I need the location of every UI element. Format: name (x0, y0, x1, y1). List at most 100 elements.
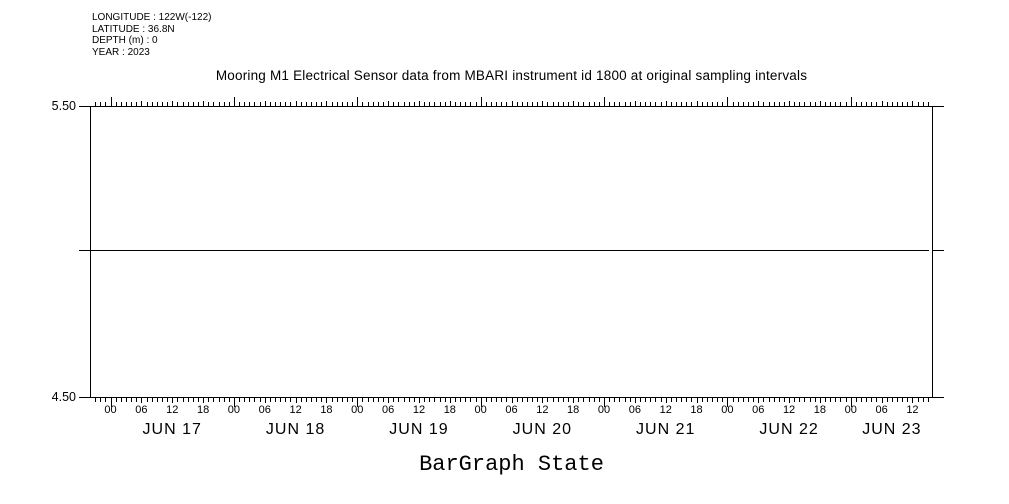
hour-tick (188, 398, 189, 402)
hour-tick-label: 06 (259, 404, 271, 416)
hour-tick-label: 12 (413, 404, 425, 416)
hour-tick (455, 398, 456, 402)
hour-tick (224, 102, 225, 106)
hour-tick (126, 398, 127, 402)
hour-tick (512, 398, 513, 403)
hour-tick (650, 102, 651, 106)
hour-tick (429, 398, 430, 402)
hour-tick (280, 398, 281, 402)
hour-tick (249, 102, 250, 106)
day-label: JUN 20 (513, 421, 572, 439)
hour-tick (553, 398, 554, 402)
hour-tick (517, 102, 518, 106)
hour-tick (332, 398, 333, 402)
hour-tick (332, 102, 333, 106)
hour-tick (265, 101, 266, 106)
hour-tick (337, 102, 338, 106)
hour-tick (352, 102, 353, 106)
hour-tick (455, 102, 456, 106)
hour-tick (671, 398, 672, 402)
hour-tick (717, 102, 718, 106)
hour-tick (208, 102, 209, 106)
hour-tick (830, 398, 831, 402)
hour-tick (815, 398, 816, 402)
hour-tick (661, 398, 662, 402)
hour-tick (229, 102, 230, 106)
hour-tick-label: 18 (690, 404, 702, 416)
x-axis-day-labels: JUN 17JUN 18JUN 19JUN 20JUN 21JUN 22JUN … (90, 421, 933, 440)
hour-tick (347, 398, 348, 402)
hour-tick (666, 101, 667, 106)
plot-area (90, 106, 933, 398)
hour-tick (219, 102, 220, 106)
hour-tick (645, 398, 646, 402)
hour-tick (465, 398, 466, 402)
hour-tick (254, 398, 255, 402)
hour-tick (347, 102, 348, 106)
hour-tick (404, 102, 405, 106)
hour-tick (830, 102, 831, 106)
hour-tick (666, 398, 667, 403)
hour-tick (763, 398, 764, 402)
hour-tick (614, 398, 615, 402)
hour-tick-label: 00 (598, 404, 610, 416)
y-tick-right-min (933, 397, 944, 398)
hour-tick (424, 398, 425, 402)
hour-tick (887, 398, 888, 402)
hour-tick (902, 102, 903, 106)
hour-tick (635, 101, 636, 106)
hour-tick (368, 102, 369, 106)
hour-tick (825, 398, 826, 402)
hour-tick (810, 398, 811, 402)
hour-tick (290, 102, 291, 106)
hour-tick (445, 102, 446, 106)
hour-tick (779, 398, 780, 402)
hour-tick (316, 102, 317, 106)
hour-tick-label: 18 (814, 404, 826, 416)
hour-tick (897, 398, 898, 402)
hour-tick (177, 398, 178, 402)
day-label: JUN 23 (862, 421, 921, 439)
hour-tick (707, 398, 708, 402)
hour-tick (414, 102, 415, 106)
hour-tick (589, 102, 590, 106)
hour-tick (522, 398, 523, 402)
hour-tick (393, 102, 394, 106)
hour-tick (404, 398, 405, 402)
hour-tick (702, 102, 703, 106)
hour-tick (789, 101, 790, 106)
hour-tick (260, 102, 261, 106)
hour-tick (378, 102, 379, 106)
hour-tick (512, 101, 513, 106)
hour-tick (219, 398, 220, 402)
hour-tick (306, 398, 307, 402)
hour-tick (861, 102, 862, 106)
hour-tick (738, 102, 739, 106)
y-axis-label-min: 4.50 (32, 390, 76, 404)
hour-tick (203, 101, 204, 106)
hour-tick (383, 398, 384, 402)
hour-tick (419, 398, 420, 403)
hour-tick (290, 398, 291, 402)
hour-tick (547, 398, 548, 402)
hour-tick (697, 101, 698, 106)
hour-tick (342, 102, 343, 106)
hour-tick (882, 101, 883, 106)
hour-tick (897, 102, 898, 106)
hour-tick-label: 12 (906, 404, 918, 416)
hour-tick (676, 102, 677, 106)
hour-tick (532, 398, 533, 402)
hour-tick (249, 398, 250, 402)
hour-tick (625, 102, 626, 106)
hour-tick-label: 12 (660, 404, 672, 416)
hour-tick (846, 102, 847, 106)
hour-tick (491, 102, 492, 106)
hour-tick (918, 102, 919, 106)
hour-tick (95, 398, 96, 402)
hour-tick (229, 398, 230, 402)
hour-tick (213, 102, 214, 106)
hour-tick (198, 102, 199, 106)
hour-tick-label: 18 (320, 404, 332, 416)
hour-tick (460, 398, 461, 402)
hour-tick (635, 398, 636, 403)
